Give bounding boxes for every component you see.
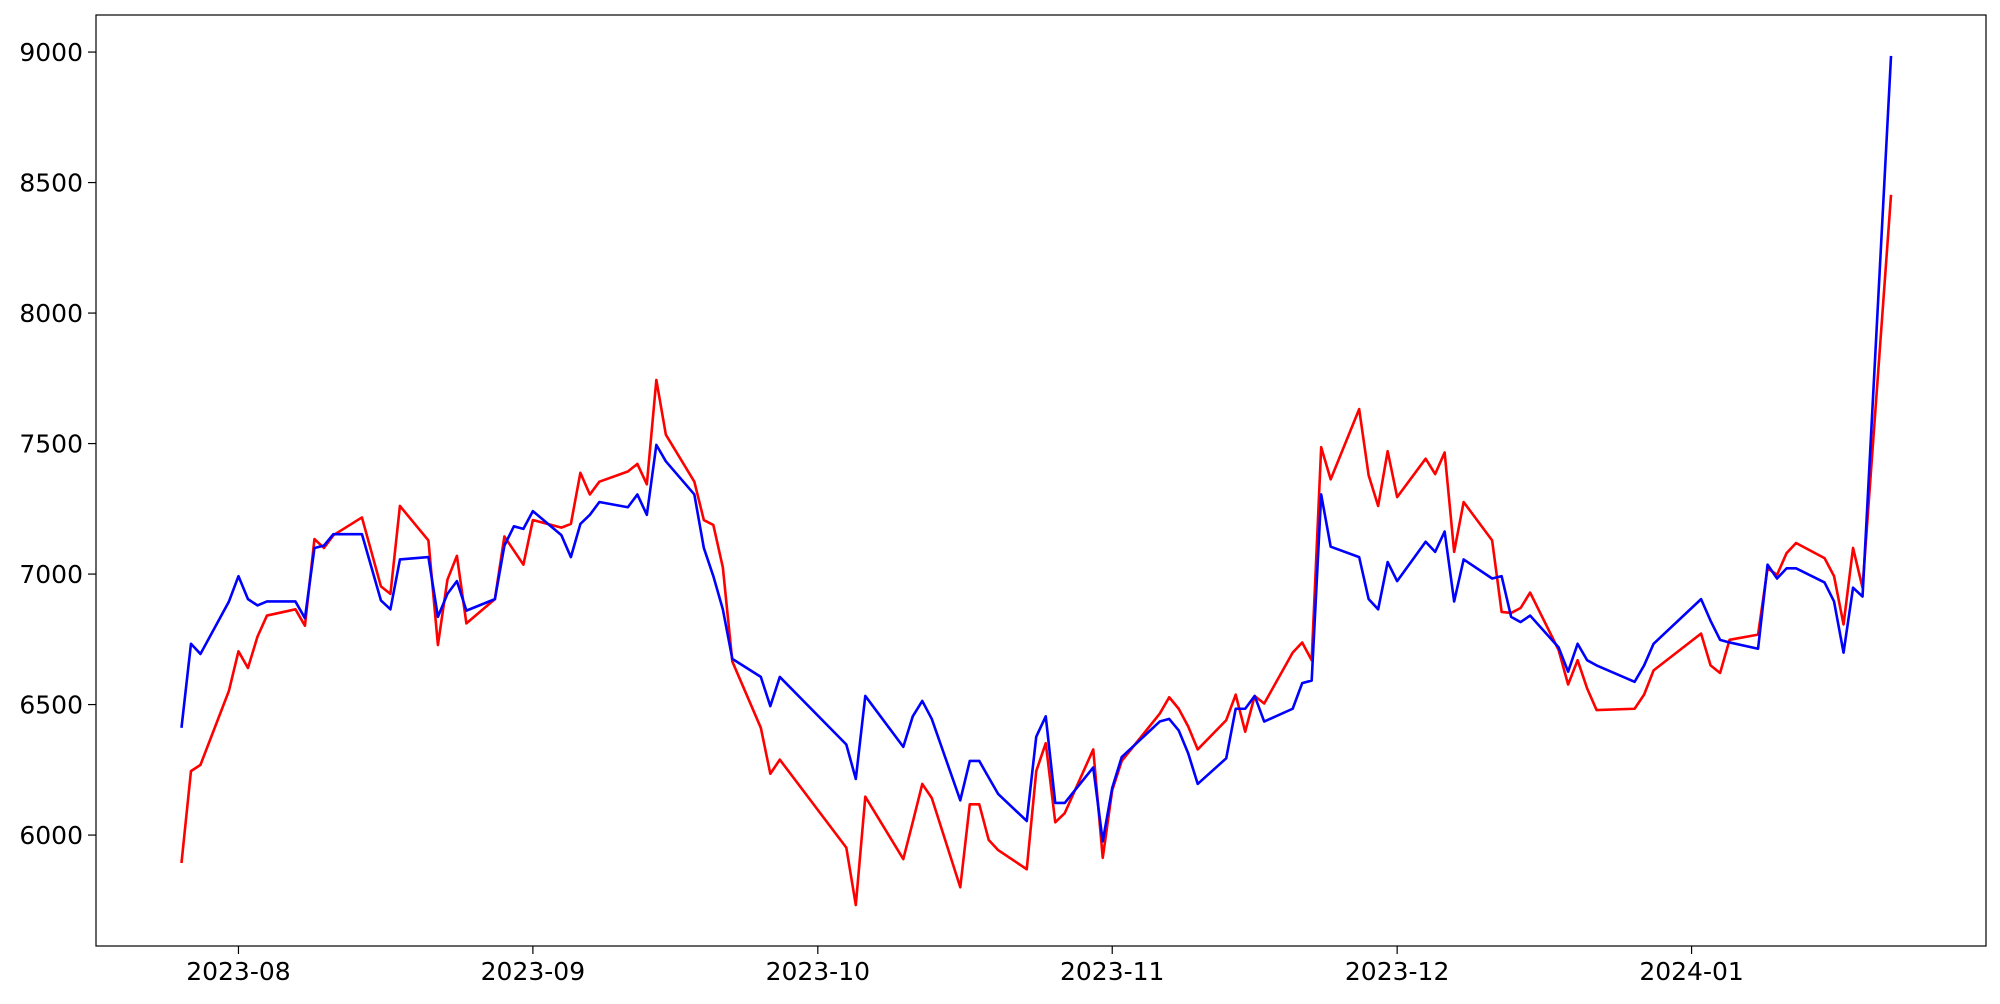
y-tick-label: 7500 xyxy=(19,430,83,459)
y-tick-label: 8000 xyxy=(19,299,83,328)
y-tick-label: 6500 xyxy=(19,691,83,720)
x-tick-label: 2024-01 xyxy=(1639,957,1743,986)
y-tick-label: 8500 xyxy=(19,169,83,198)
plot-frame xyxy=(95,14,1987,947)
series-line xyxy=(180,194,1893,907)
y-tick-label: 9000 xyxy=(19,38,83,67)
x-tick-label: 2023-10 xyxy=(766,957,870,986)
series-line xyxy=(180,55,1893,843)
y-tick-label: 7000 xyxy=(19,560,83,589)
y-tick-label: 6000 xyxy=(19,821,83,850)
x-tick-label: 2023-09 xyxy=(481,957,585,986)
x-tick-label: 2023-12 xyxy=(1345,957,1449,986)
x-tick-label: 2023-11 xyxy=(1060,957,1164,986)
x-tick-label: 2023-08 xyxy=(186,957,290,986)
